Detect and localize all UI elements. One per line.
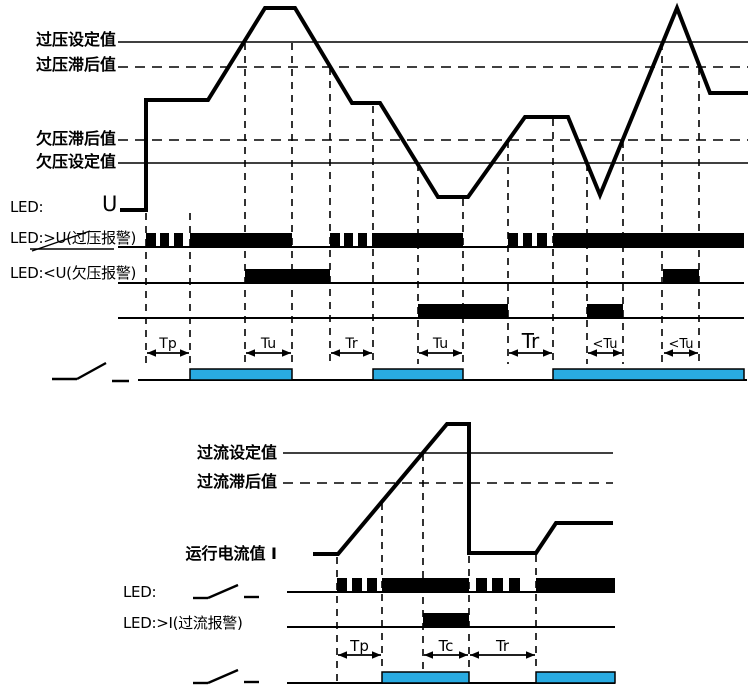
led-block	[367, 578, 377, 592]
arrowhead-right	[453, 349, 462, 357]
arrowhead-right	[543, 349, 552, 357]
led-block	[352, 578, 362, 592]
led-overcurrent-label: LED:>I(过流报警)	[123, 614, 243, 632]
led-block	[344, 233, 353, 247]
run-current-label: 运行电流值 I	[185, 544, 277, 563]
timing-label: Tu	[432, 336, 448, 352]
timing-label: <Tu	[592, 337, 617, 352]
arrowhead-right	[689, 349, 698, 357]
led-block	[418, 304, 508, 318]
timing-label: <Tu	[668, 337, 693, 352]
led-undervoltage-label: LED:<U(欠压报警)	[10, 264, 137, 282]
arrowhead-right	[613, 349, 622, 357]
led-block	[330, 233, 340, 247]
overvoltage-set-label: 过压设定值	[35, 30, 116, 49]
timing-label: Tu	[260, 336, 276, 352]
led-block	[160, 233, 169, 247]
timing-label: Tp	[158, 336, 177, 352]
arrowhead-left	[419, 349, 428, 357]
arrowhead-left	[509, 349, 518, 357]
arrowhead-right	[372, 651, 381, 659]
led-block	[190, 233, 292, 247]
arrowhead-left	[470, 651, 479, 659]
switch-symbol-segment	[76, 361, 107, 381]
arrowhead-right	[526, 651, 535, 659]
overcurrent-hyst-label: 过流滞后值	[196, 472, 277, 491]
arrowhead-left	[147, 349, 156, 357]
led-label-current: LED:	[123, 583, 157, 601]
arrowhead-left	[338, 651, 347, 659]
label-strikethrough	[31, 230, 91, 252]
arrowhead-right	[363, 349, 372, 357]
relay-on-block	[381, 671, 470, 684]
led-block	[358, 233, 367, 247]
arrowhead-right	[282, 349, 291, 357]
led-block	[587, 304, 623, 318]
arrowhead-right	[459, 651, 468, 659]
led-block	[536, 578, 615, 592]
arrowhead-left	[588, 349, 597, 357]
led-block	[537, 233, 547, 247]
led-label-voltage: LED:	[10, 198, 44, 216]
arrowhead-left	[331, 349, 340, 357]
led-block	[382, 578, 469, 592]
led-block	[523, 233, 532, 247]
signal-waveform	[313, 422, 613, 556]
signal-waveform	[120, 2, 748, 212]
led-block	[553, 233, 744, 247]
relay-on-block	[552, 368, 745, 381]
overcurrent-set-label: 过流设定值	[196, 443, 277, 462]
arrowhead-left	[664, 349, 673, 357]
undervoltage-hyst-label: 欠压滞后值	[35, 129, 116, 148]
led-block	[245, 269, 330, 283]
led-block	[337, 578, 347, 592]
relay-on-block	[189, 368, 293, 381]
led-block	[508, 233, 518, 247]
arrowhead-right	[180, 349, 189, 357]
voltage-signal-label: U	[102, 192, 118, 216]
led-block	[174, 233, 183, 247]
led-block	[146, 233, 156, 247]
led-block	[423, 613, 469, 627]
led-block	[372, 233, 463, 247]
relay-on-block	[372, 368, 464, 381]
timing-label: Tp	[349, 637, 369, 655]
timing-label: Tc	[438, 637, 454, 655]
relay-on-block	[535, 671, 616, 684]
led-block	[476, 578, 487, 592]
timing-label: Tr	[521, 329, 540, 353]
led-block	[492, 578, 503, 592]
led-overvoltage-label: LED:>U(过压报警)	[10, 229, 137, 247]
overvoltage-hyst-label: 过压滞后值	[35, 55, 116, 74]
led-block	[663, 269, 699, 283]
timing-label: Tr	[344, 336, 357, 352]
switch-symbol-segment	[207, 668, 239, 685]
undervoltage-set-label: 欠压设定值	[35, 152, 116, 171]
led-block	[509, 578, 520, 592]
arrowhead-left	[246, 349, 255, 357]
arrowhead-left	[424, 651, 433, 659]
switch-symbol-segment	[207, 583, 239, 600]
timing-label: Tr	[495, 637, 510, 655]
